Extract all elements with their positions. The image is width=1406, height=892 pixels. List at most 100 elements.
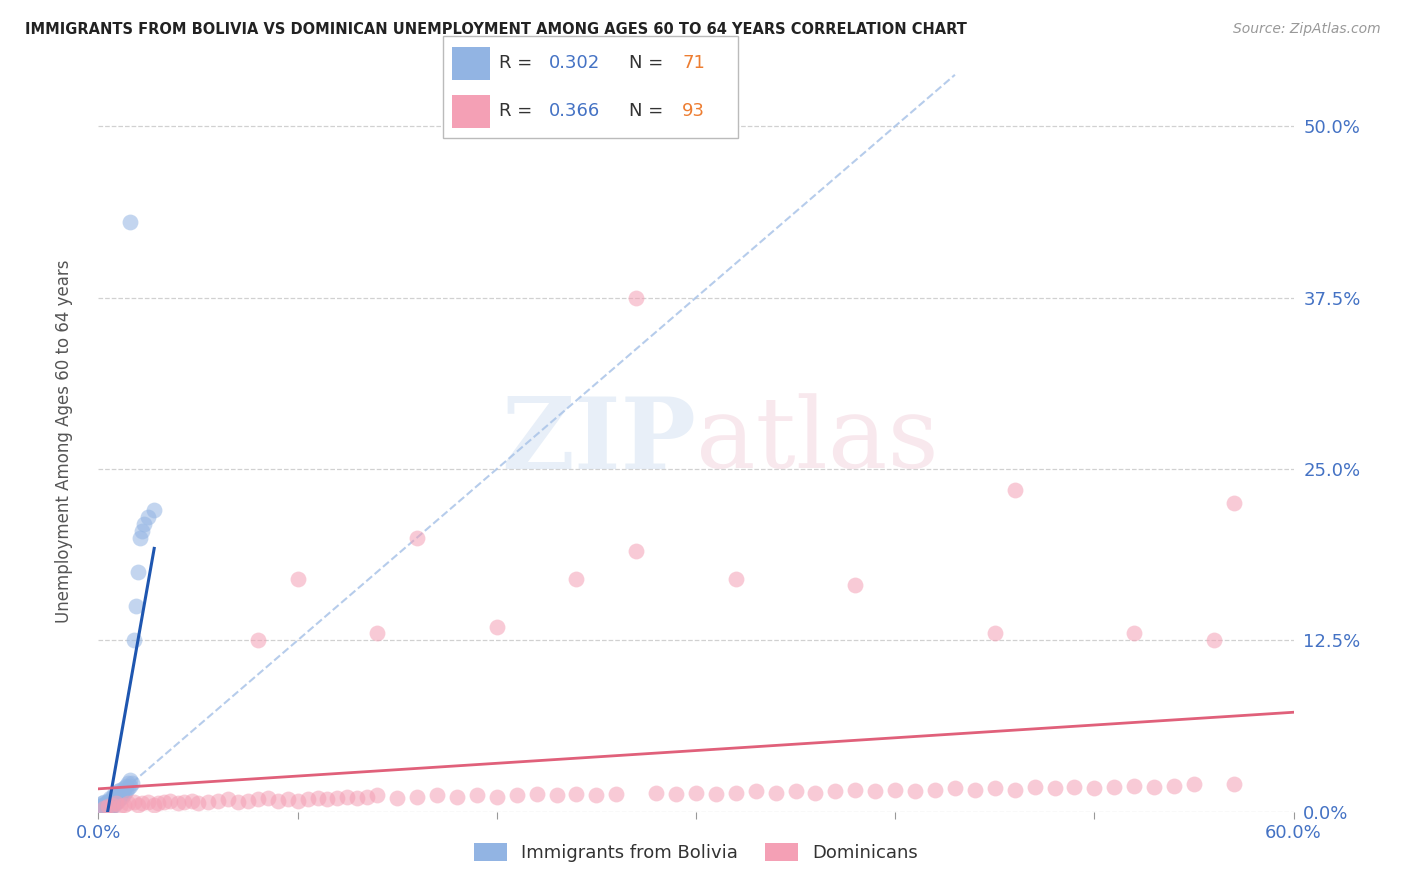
- Point: [724, 785, 747, 799]
- Point: [585, 789, 607, 803]
- Point: [120, 779, 142, 793]
- Point: [844, 782, 866, 797]
- Point: [103, 795, 125, 809]
- FancyBboxPatch shape: [451, 95, 491, 128]
- Point: [148, 797, 170, 811]
- Point: [131, 797, 153, 811]
- Point: [98, 799, 122, 814]
- Point: [943, 781, 966, 796]
- Point: [105, 791, 128, 805]
- Point: [626, 291, 648, 305]
- Point: [1024, 780, 1046, 794]
- Point: [406, 789, 429, 804]
- Point: [101, 797, 124, 812]
- Point: [96, 802, 118, 816]
- Point: [89, 802, 111, 816]
- Point: [485, 789, 508, 804]
- Point: [307, 791, 329, 805]
- Text: ZIP: ZIP: [501, 393, 696, 490]
- Point: [1083, 781, 1105, 796]
- Point: [865, 784, 887, 798]
- Point: [287, 794, 309, 808]
- Point: [89, 805, 111, 819]
- Point: [1063, 780, 1085, 794]
- Text: 0.302: 0.302: [550, 54, 600, 72]
- Point: [127, 797, 149, 812]
- Text: Source: ZipAtlas.com: Source: ZipAtlas.com: [1233, 22, 1381, 37]
- Point: [159, 794, 181, 808]
- Point: [366, 626, 388, 640]
- Point: [246, 633, 269, 648]
- Point: [546, 789, 568, 803]
- Point: [1223, 777, 1246, 791]
- Point: [96, 799, 118, 814]
- Point: [565, 572, 588, 586]
- Point: [131, 524, 153, 538]
- Point: [143, 797, 166, 812]
- Point: [297, 792, 319, 806]
- Point: [97, 799, 120, 814]
- Point: [98, 797, 122, 812]
- Point: [98, 795, 122, 809]
- Point: [246, 792, 269, 806]
- Point: [110, 787, 132, 801]
- Point: [277, 792, 299, 806]
- Point: [173, 795, 195, 809]
- Point: [93, 803, 115, 817]
- Point: [96, 797, 118, 812]
- Point: [267, 794, 290, 808]
- Point: [91, 805, 114, 819]
- Point: [101, 791, 124, 805]
- Point: [96, 797, 118, 811]
- Point: [125, 599, 148, 613]
- Point: [785, 784, 807, 798]
- Point: [665, 787, 688, 801]
- FancyBboxPatch shape: [443, 36, 738, 138]
- Point: [685, 785, 707, 799]
- Point: [167, 797, 190, 811]
- Point: [745, 784, 768, 798]
- Point: [134, 516, 156, 531]
- Point: [91, 797, 114, 811]
- Point: [506, 789, 529, 803]
- Point: [316, 792, 339, 806]
- Point: [110, 791, 132, 805]
- Point: [111, 785, 134, 799]
- Point: [1202, 633, 1225, 648]
- Y-axis label: Unemployment Among Ages 60 to 64 years: Unemployment Among Ages 60 to 64 years: [55, 260, 73, 624]
- Point: [626, 544, 648, 558]
- Point: [93, 800, 115, 814]
- Point: [111, 789, 134, 804]
- Point: [136, 510, 159, 524]
- Point: [107, 787, 129, 801]
- Point: [93, 797, 115, 812]
- Point: [385, 791, 409, 805]
- FancyBboxPatch shape: [451, 47, 491, 79]
- Point: [1004, 483, 1026, 497]
- Point: [236, 794, 259, 808]
- Point: [105, 797, 128, 811]
- Point: [89, 800, 111, 814]
- Point: [724, 572, 747, 586]
- Point: [110, 782, 132, 797]
- Point: [117, 781, 139, 796]
- Point: [117, 776, 139, 790]
- Point: [103, 791, 125, 805]
- Point: [98, 800, 122, 814]
- Point: [91, 799, 114, 814]
- Point: [346, 791, 368, 805]
- Point: [124, 795, 146, 809]
- Point: [256, 791, 278, 805]
- Point: [107, 791, 129, 805]
- Point: [984, 781, 1007, 796]
- Text: N =: N =: [628, 54, 669, 72]
- Point: [226, 795, 249, 809]
- Point: [844, 578, 866, 592]
- Point: [485, 619, 508, 633]
- Point: [605, 787, 627, 801]
- Point: [1043, 781, 1066, 796]
- Point: [93, 800, 115, 814]
- Point: [1123, 779, 1146, 793]
- Point: [103, 797, 125, 812]
- Point: [924, 782, 946, 797]
